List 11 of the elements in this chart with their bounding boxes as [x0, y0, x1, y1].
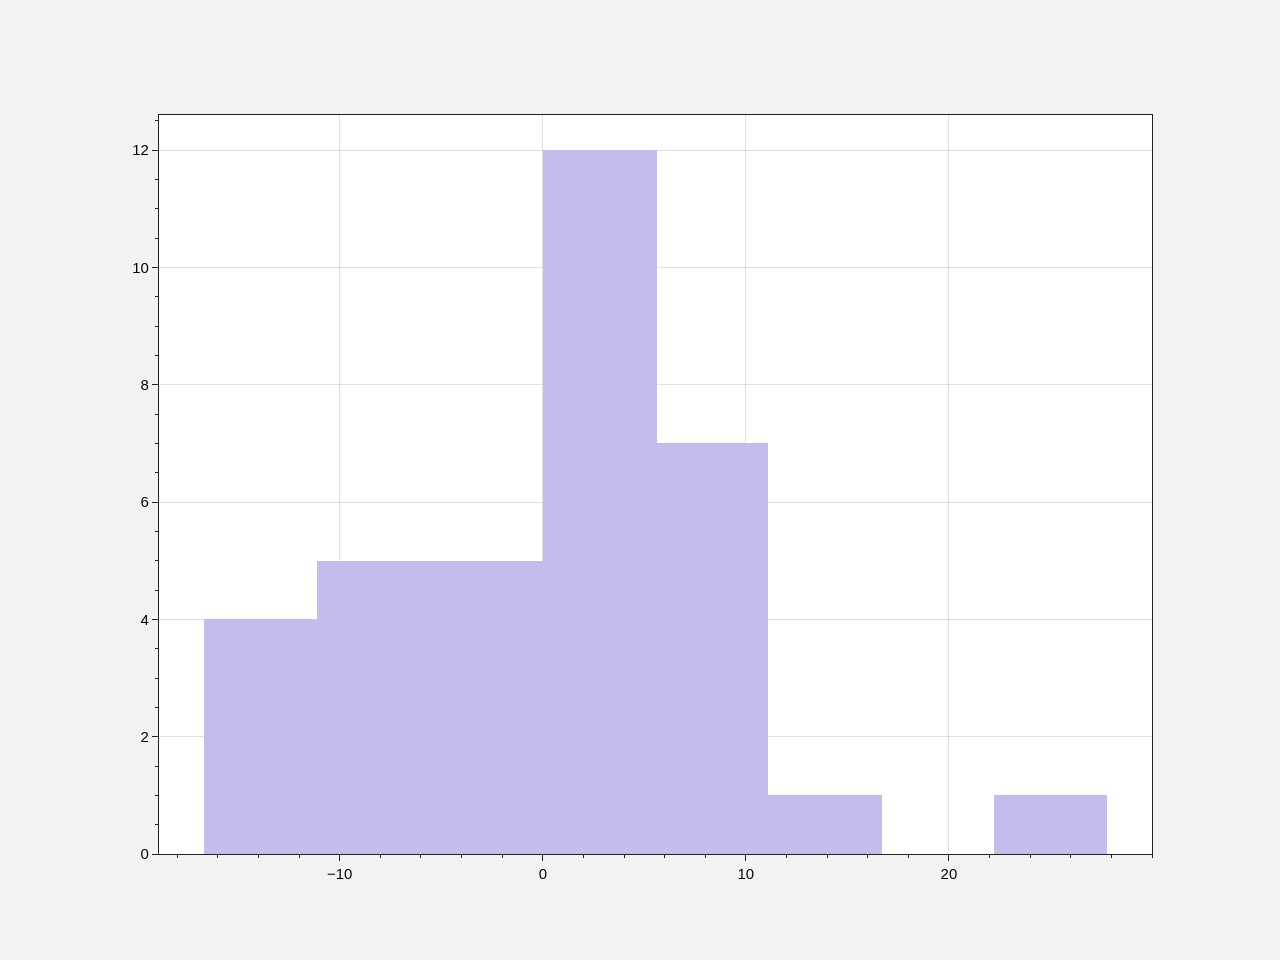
- y-tick-label: 12: [132, 141, 149, 159]
- x-tick-label: 0: [538, 865, 547, 883]
- y-tick-label: 2: [140, 727, 149, 745]
- y-tick-label: 8: [140, 376, 149, 394]
- x-tick-label: 20: [940, 865, 958, 883]
- y-tick-label: 10: [132, 258, 149, 276]
- y-tick-label: 6: [140, 493, 149, 511]
- x-tick-label: −10: [327, 865, 353, 883]
- y-tick-label: 4: [140, 610, 149, 628]
- y-tick-label: 0: [140, 845, 149, 863]
- x-tick-label: 10: [737, 865, 755, 883]
